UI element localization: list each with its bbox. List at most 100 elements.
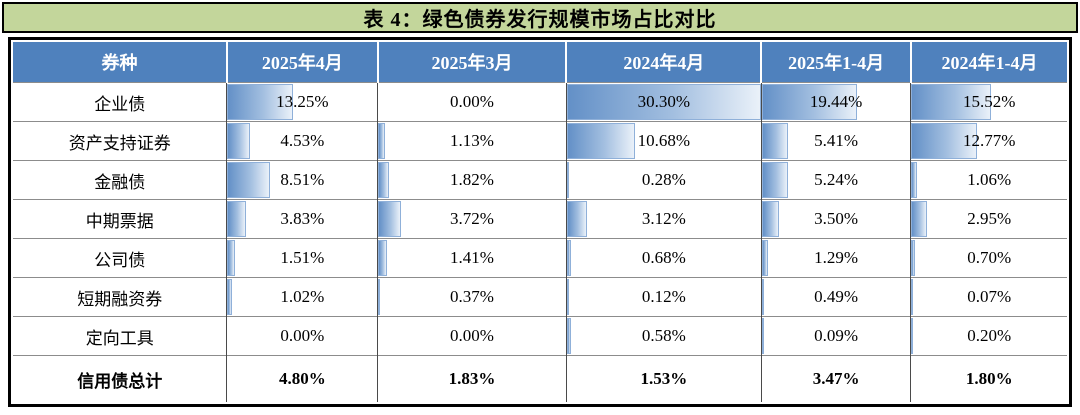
value-cell: 0.37%	[377, 277, 567, 317]
cell-value: 1.06%	[967, 170, 1012, 189]
value-cell: 1.83%	[377, 355, 567, 402]
table-row: 定向工具 0.00% 0.00% 0.58% 0.09% 0.20%	[13, 316, 1067, 356]
table-row: 中期票据 3.83% 3.72% 3.12% 3.50% 2.95%	[13, 199, 1067, 239]
cell-value: 12.77%	[963, 131, 1016, 150]
cell-value: 0.28%	[641, 170, 686, 189]
cell-value: 1.02%	[280, 287, 325, 306]
data-bar	[911, 318, 914, 354]
value-cell: 4.53%	[226, 121, 378, 161]
data-bar	[911, 201, 927, 237]
value-cell: 0.12%	[565, 277, 762, 317]
data-bar	[567, 240, 572, 276]
value-cell: 5.24%	[760, 160, 911, 200]
data-bar	[567, 201, 587, 237]
header-row: 券种 2025年4月 2025年3月 2024年4月 2025年1-4月 2024年1-4…	[13, 42, 1067, 83]
cell-value: 8.51%	[280, 170, 325, 189]
cell-value: 0.09%	[814, 326, 859, 345]
value-cell: 0.68%	[565, 238, 762, 278]
cell-value: 0.58%	[641, 326, 686, 345]
cell-value: 30.30%	[637, 92, 691, 111]
cell-value: 1.83%	[448, 369, 496, 388]
data-bar	[911, 84, 992, 120]
cell-value: 0.37%	[450, 287, 494, 306]
data-bar	[762, 240, 769, 276]
column-header: 2025年1-4月	[760, 42, 911, 83]
value-cell: 0.00%	[377, 316, 567, 356]
value-cell: 15.52%	[910, 82, 1067, 122]
data-bar	[762, 279, 765, 315]
row-label: 资产支持证券	[13, 121, 227, 161]
cell-value: 3.50%	[814, 209, 859, 228]
table-row: 公司债 1.51% 1.41% 0.68% 1.29% 0.70%	[13, 238, 1067, 278]
data-bar	[567, 123, 636, 159]
column-header: 券种	[13, 42, 227, 83]
row-label: 短期融资券	[13, 277, 227, 317]
cell-value: 0.12%	[641, 287, 686, 306]
data-bar	[762, 318, 764, 354]
cell-value: 3.12%	[641, 209, 686, 228]
cell-value: 1.82%	[450, 170, 494, 189]
value-cell: 1.80%	[910, 355, 1067, 402]
cell-value: 3.83%	[280, 209, 325, 228]
value-cell: 30.30%	[565, 82, 762, 122]
value-cell: 8.51%	[226, 160, 378, 200]
value-cell: 0.00%	[226, 316, 378, 356]
data-bar	[378, 123, 386, 159]
row-label: 企业债	[13, 82, 227, 122]
cell-value: 3.47%	[812, 369, 860, 388]
cell-value: 4.80%	[278, 369, 326, 388]
data-bar	[378, 201, 402, 237]
value-cell: 13.25%	[226, 82, 378, 122]
cell-value: 5.24%	[814, 170, 859, 189]
data-bar	[762, 84, 858, 120]
value-cell: 1.82%	[377, 160, 567, 200]
cell-value: 0.00%	[450, 92, 494, 111]
data-bar	[762, 162, 788, 198]
data-bar	[567, 318, 571, 354]
data-bar	[567, 84, 761, 120]
value-cell: 3.83%	[226, 199, 378, 239]
cell-value: 3.72%	[450, 209, 494, 228]
value-cell: 1.06%	[910, 160, 1067, 200]
cell-value: 0.00%	[280, 326, 325, 345]
row-label: 信用债总计	[13, 355, 227, 402]
value-cell: 0.09%	[760, 316, 911, 356]
data-bar	[762, 201, 779, 237]
value-cell: 12.77%	[910, 121, 1067, 161]
data-bar	[762, 123, 789, 159]
cell-value: 4.53%	[280, 131, 325, 150]
value-cell: 1.41%	[377, 238, 567, 278]
data-bar	[378, 279, 381, 315]
data-bar	[911, 240, 916, 276]
row-label: 中期票据	[13, 199, 227, 239]
cell-value: 1.29%	[814, 248, 859, 267]
cell-value: 1.41%	[450, 248, 494, 267]
value-cell: 19.44%	[760, 82, 911, 122]
value-cell: 0.58%	[565, 316, 762, 356]
data-bar	[227, 240, 235, 276]
data-bar	[378, 162, 390, 198]
column-header: 2025年3月	[376, 42, 567, 83]
row-label: 定向工具	[13, 316, 227, 356]
value-cell: 3.50%	[760, 199, 911, 239]
table-row: 短期融资券 1.02% 0.37% 0.12% 0.49% 0.07%	[13, 277, 1067, 317]
column-header: 2025年4月	[225, 42, 378, 83]
value-cell: 4.80%	[226, 355, 378, 402]
table-row: 企业债 13.25% 0.00% 30.30% 19.44% 15.52%	[13, 82, 1067, 122]
data-bar	[911, 279, 914, 315]
value-cell: 3.47%	[760, 355, 911, 402]
value-cell: 0.07%	[910, 277, 1067, 317]
cell-value: 1.53%	[640, 369, 688, 388]
value-cell: 0.00%	[377, 82, 567, 122]
value-cell: 1.29%	[760, 238, 911, 278]
data-bar	[227, 201, 247, 237]
cell-value: 0.00%	[450, 326, 494, 345]
cell-value: 5.41%	[814, 131, 859, 150]
value-cell: 10.68%	[565, 121, 762, 161]
value-cell: 1.13%	[377, 121, 567, 161]
row-label: 金融债	[13, 160, 227, 200]
value-cell: 1.02%	[226, 277, 378, 317]
cell-value: 0.68%	[641, 248, 686, 267]
value-cell: 0.20%	[910, 316, 1067, 356]
value-cell: 0.28%	[565, 160, 762, 200]
